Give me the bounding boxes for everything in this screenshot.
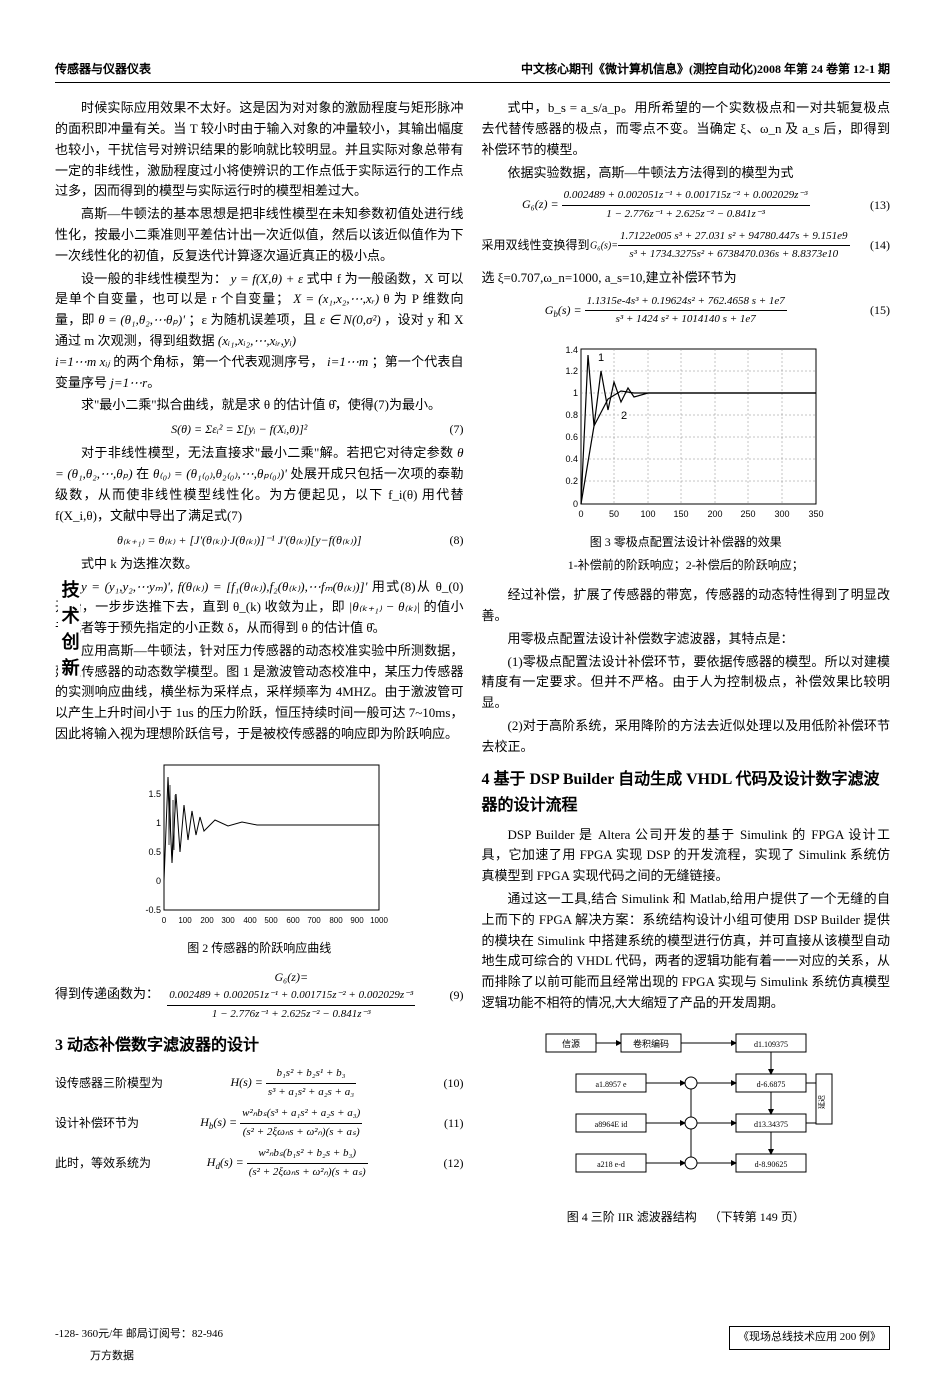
svg-text:0: 0	[156, 876, 161, 886]
page-footer: -128- 360元/年 邮局订阅号：82-946 《现场总线技术应用 200 …	[55, 1326, 890, 1350]
svg-text:350: 350	[808, 509, 823, 519]
para: 对于非线性模型，无法直接求"最小二乘"解。若把它对待定参数 θ = (θ₁,θ₂…	[55, 443, 464, 526]
content-columns: 时候实际应用效果不太好。这是因为对对象的激励程度与矩形脉冲的面积即冲量有关。当 …	[55, 98, 890, 1237]
header-right: 中文核心期刊《微计算机信息》(测控自动化)2008 年第 24 卷第 12-1 …	[521, 60, 890, 79]
para: 经过补偿，扩展了传感器的带宽，传感器的动态特性得到了明显改善。	[482, 585, 891, 627]
svg-text:0.6: 0.6	[565, 432, 578, 442]
para: 依据实验数据，高斯—牛顿法方法得到的模型为式	[482, 163, 891, 184]
svg-text:100: 100	[179, 916, 193, 925]
formula-10: 设传感器三阶模型为 H(s) = b₁s² + b₂s¹ + b₃s³ + a₁…	[55, 1065, 464, 1101]
svg-text:800: 800	[330, 916, 344, 925]
svg-text:500: 500	[265, 916, 279, 925]
svg-text:400: 400	[244, 916, 258, 925]
para: 高斯—牛顿法的基本思想是把非线性模型在未知参数初值处进行线性化，按最小二乘准则平…	[55, 204, 464, 266]
formula-13: G₆(z) = 0.002489 + 0.002051z⁻¹ + 0.00171…	[482, 187, 891, 223]
svg-text:0: 0	[578, 509, 583, 519]
formula-12: 此时，等效系统为 Hd(s) = w²ₙbₛ(b₁s² + b₂s + b₃)(…	[55, 1145, 464, 1181]
svg-text:200: 200	[707, 509, 722, 519]
svg-text:300: 300	[774, 509, 789, 519]
svg-text:0.5: 0.5	[149, 847, 162, 857]
chart-compensation: 00.20.4 0.60.81 1.21.4 050100 150200250 …	[546, 339, 826, 529]
formula-7: S(θ) = Σεᵢ² = Σ[yᵢ − f(Xᵢ,θ)]² (7)	[55, 420, 464, 439]
figure-caption: 图 3 零极点配置法设计补偿器的效果	[482, 533, 891, 552]
para: 设一般的非线性模型为： y = f(X,θ) + ε 式中 f 为一般函数，X …	[55, 269, 464, 394]
svg-text:延迟: 延迟	[817, 1095, 826, 1109]
svg-text:卷积编码: 卷积编码	[633, 1038, 669, 1049]
svg-text:d-6.6875: d-6.6875	[756, 1080, 785, 1089]
para: 式中，b_s = a_s/a_p。用所希望的一个实数极点和一对共轭复极点去代替传…	[482, 98, 891, 160]
svg-text:300: 300	[222, 916, 236, 925]
svg-text:信源: 信源	[562, 1038, 580, 1049]
svg-text:600: 600	[287, 916, 301, 925]
svg-text:700: 700	[308, 916, 322, 925]
para: 用零极点配置法设计补偿数字滤波器，其特点是：	[482, 629, 891, 650]
para: y = (y₁,y₂,⋯yₘ)', f(θ₍ₖ₎) = [f₁(θ₍ₖ₎),f₂…	[55, 577, 464, 639]
footer-bottom: 万方数据	[90, 1348, 134, 1366]
para: 选 ξ=0.707,ω_n=1000, a_s=10,建立补偿环节为	[482, 268, 891, 289]
formula-11: 设计补偿环节为 Hb(s) = w²ₙbₛ(s³ + a₁s² + a₂s + …	[55, 1105, 464, 1141]
figure-legend: 1-补偿前的阶跃响应；2-补偿后的阶跃响应；	[482, 556, 891, 575]
svg-text:a218 e-d: a218 e-d	[597, 1160, 625, 1169]
svg-text:1000: 1000	[370, 916, 388, 925]
formula-8: θ₍ₖ₊₁₎ = θ₍ₖ₎ + [J'(θ₍ₖ₎)·J(θ₍ₖ₎)]⁻¹ J'(…	[55, 531, 464, 550]
formula-9: 得到传递函数为： G₆(z)=0.002489 + 0.002051z⁻¹ + …	[55, 968, 464, 1023]
svg-text:1: 1	[573, 388, 578, 398]
svg-text:0: 0	[162, 916, 167, 925]
para: DSP Builder 是 Altera 公司开发的基于 Simulink 的 …	[482, 825, 891, 887]
svg-text:2: 2	[621, 410, 627, 422]
section-4-title: 4 基于 DSP Builder 自动生成 VHDL 代码及设计数字滤波器的设计…	[482, 767, 891, 818]
svg-text:a1.8957 e: a1.8957 e	[595, 1080, 627, 1089]
svg-text:1.4: 1.4	[565, 345, 578, 355]
svg-text:150: 150	[673, 509, 688, 519]
chart-step-response: -0.5 0 0.5 1 1.5 0 100 200 300 400 500 600 70…	[129, 755, 389, 935]
svg-text:-0.5: -0.5	[146, 905, 162, 915]
left-column: 时候实际应用效果不太好。这是因为对对象的激励程度与矩形脉冲的面积即冲量有关。当 …	[55, 98, 464, 1237]
section-3-title: 3 动态补偿数字滤波器的设计	[55, 1033, 464, 1059]
svg-text:0: 0	[573, 499, 578, 509]
svg-text:d1.109375: d1.109375	[754, 1040, 788, 1049]
svg-text:1.2: 1.2	[565, 366, 578, 376]
para: 求"最小二乘"拟合曲线，就是求 θ 的估计值 θ̂，使得(7)为最小。	[55, 395, 464, 416]
right-column: 式中，b_s = a_s/a_p。用所希望的一个实数极点和一对共轭复极点去代替传…	[482, 98, 891, 1237]
svg-text:d-8.90625: d-8.90625	[754, 1160, 787, 1169]
svg-text:0.4: 0.4	[565, 454, 578, 464]
figure-caption: 图 2 传感器的阶跃响应曲线	[55, 939, 464, 958]
svg-text:200: 200	[201, 916, 215, 925]
svg-text:0.8: 0.8	[565, 410, 578, 420]
svg-text:d13.34375: d13.34375	[754, 1120, 788, 1129]
header-left: 传感器与仪器仪表	[55, 60, 151, 79]
figure-2: -0.5 0 0.5 1 1.5 0 100 200 300 400 500 600 70…	[55, 755, 464, 958]
para: (2)对于高阶系统，采用降阶的方法去近似处理以及用低阶补偿环节去校正。	[482, 716, 891, 758]
svg-text:1: 1	[598, 352, 604, 364]
svg-text:900: 900	[351, 916, 365, 925]
para: 通过这一工具,结合 Simulink 和 Matlab,给用户提供了一个无缝的自…	[482, 889, 891, 1014]
para: 时候实际应用效果不太好。这是因为对对象的激励程度与矩形脉冲的面积即冲量有关。当 …	[55, 98, 464, 202]
figure-caption: 图 4 三阶 IIR 滤波器结构 （下转第 149 页）	[482, 1208, 891, 1227]
formula-14: 采用双线性变换得到 G₆(s)=1.7122e005 s³ + 27.031 s…	[482, 228, 891, 264]
formula-15: Gb(s) = 1.1315e-4s³ + 0.19624s² + 762.46…	[482, 293, 891, 329]
para: (1)零极点配置法设计补偿环节，要依据传感器的模型。所以对建模精度有一定要求。但…	[482, 652, 891, 714]
footer-left: -128- 360元/年 邮局订阅号：82-946	[55, 1326, 223, 1350]
svg-text:1: 1	[156, 818, 161, 828]
page-header: 传感器与仪器仪表 中文核心期刊《微计算机信息》(测控自动化)2008 年第 24…	[55, 60, 890, 83]
side-vertical-label: 技术创新	[58, 580, 80, 684]
para: 式中 k 为迭推次数。	[55, 554, 464, 575]
para: 应用高斯—牛顿法，针对压力传感器的动态校准实验中所测数据，建立传感器的动态数学模…	[55, 641, 464, 745]
figure-3: 00.20.4 0.60.81 1.21.4 050100 150200250 …	[482, 339, 891, 575]
svg-text:250: 250	[740, 509, 755, 519]
figure-4: 信源 卷积编码 d1.109375 d-6.6875 延迟 d13.34375	[482, 1024, 891, 1227]
svg-text:50: 50	[609, 509, 619, 519]
footer-right: 《现场总线技术应用 200 例》	[729, 1326, 890, 1350]
svg-text:0.2: 0.2	[565, 476, 578, 486]
svg-text:1.5: 1.5	[149, 789, 162, 799]
svg-text:a8964E id: a8964E id	[594, 1120, 627, 1129]
iir-diagram: 信源 卷积编码 d1.109375 d-6.6875 延迟 d13.34375	[536, 1024, 836, 1204]
svg-text:100: 100	[640, 509, 655, 519]
